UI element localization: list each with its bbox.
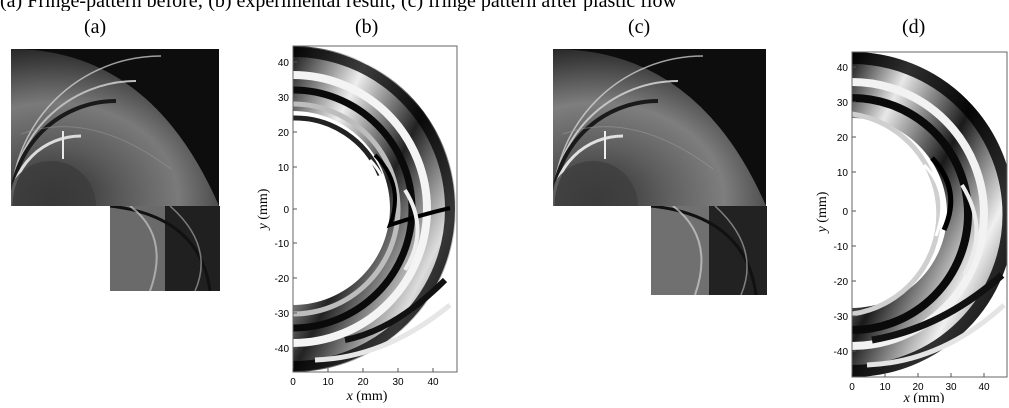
d-xlabel-unit: (mm) bbox=[910, 391, 945, 403]
panel-a-upper-image bbox=[11, 49, 219, 206]
d-ylabel: y (mm) bbox=[815, 191, 830, 234]
d-xtick-30: 30 bbox=[945, 382, 957, 393]
b-xlabel-unit: (mm) bbox=[353, 389, 388, 403]
b-ytick-10: 10 bbox=[278, 163, 290, 174]
b-ytick-m10: -10 bbox=[275, 239, 290, 250]
b-ytick-m30: -30 bbox=[275, 309, 290, 320]
d-xtick-20: 20 bbox=[912, 382, 924, 393]
panel-label-d: (d) bbox=[902, 16, 926, 38]
d-ytick-m30: -30 bbox=[834, 312, 849, 323]
panel-c-upper-graphic bbox=[553, 49, 766, 206]
d-ytick-m20: -20 bbox=[834, 277, 849, 288]
panel-c-lower-image bbox=[651, 206, 767, 295]
b-xlabel: x (mm) bbox=[346, 389, 388, 403]
b-ytick-40: 40 bbox=[278, 58, 290, 69]
panel-b-plot: 40 30 20 10 0 -10 -20 -30 -40 0 10 20 30… bbox=[255, 40, 475, 404]
d-ytick-m10: -10 bbox=[834, 242, 849, 253]
b-xtick-10: 10 bbox=[322, 377, 334, 388]
d-ytick-0: 0 bbox=[842, 207, 848, 218]
b-ylabel: y (mm) bbox=[256, 188, 271, 231]
b-xtick-40: 40 bbox=[427, 377, 439, 388]
panel-a-lower-image bbox=[110, 206, 220, 291]
d-ylabel-unit: (mm) bbox=[815, 191, 830, 226]
d-xlabel-var: x bbox=[903, 391, 911, 403]
b-ylabel-unit: (mm) bbox=[256, 188, 271, 223]
panel-a-upper-graphic bbox=[11, 49, 219, 206]
b-ytick-m20: -20 bbox=[275, 274, 290, 285]
panel-label-a: (a) bbox=[84, 16, 107, 38]
b-ylabel-var: y bbox=[256, 222, 271, 231]
panel-c-lower-graphic bbox=[651, 206, 767, 295]
panel-d-svg: 40 30 20 10 0 -10 -20 -30 -40 0 10 20 30… bbox=[815, 51, 1008, 406]
b-ytick-20: 20 bbox=[278, 128, 290, 139]
panel-d-y-ticks: 40 30 20 10 0 -10 -20 -30 -40 bbox=[834, 63, 856, 358]
d-xlabel: x (mm) bbox=[903, 391, 945, 403]
d-xtick-40: 40 bbox=[978, 382, 990, 393]
panel-d-plot: 40 30 20 10 0 -10 -20 -30 -40 0 10 20 30… bbox=[812, 40, 1009, 406]
d-ylabel-var: y bbox=[815, 225, 830, 234]
panel-c-upper-image bbox=[553, 49, 766, 206]
b-xlabel-var: x bbox=[346, 389, 354, 403]
d-ytick-40: 40 bbox=[837, 63, 849, 74]
panel-b-x-ticks: 0 10 20 30 40 bbox=[290, 368, 439, 388]
d-ytick-10: 10 bbox=[837, 168, 849, 179]
b-xtick-30: 30 bbox=[392, 377, 404, 388]
d-ytick-20: 20 bbox=[837, 133, 849, 144]
panel-b-svg: 40 30 20 10 0 -10 -20 -30 -40 0 10 20 30… bbox=[256, 45, 458, 404]
b-xtick-0: 0 bbox=[290, 377, 296, 388]
figure-caption: (a) Fringe-pattern before; (b) experimen… bbox=[0, 0, 677, 11]
d-ytick-30: 30 bbox=[837, 98, 849, 109]
b-ytick-m40: -40 bbox=[275, 344, 290, 355]
panel-a-lower-graphic bbox=[110, 206, 220, 291]
b-xtick-20: 20 bbox=[357, 377, 369, 388]
d-xtick-0: 0 bbox=[849, 382, 855, 393]
b-ytick-0: 0 bbox=[283, 205, 289, 216]
panel-b-y-ticks: 40 30 20 10 0 -10 -20 -30 -40 bbox=[275, 58, 297, 355]
panel-label-c: (c) bbox=[628, 16, 651, 38]
b-ytick-30: 30 bbox=[278, 93, 290, 104]
panel-label-b: (b) bbox=[355, 16, 379, 38]
d-xtick-10: 10 bbox=[879, 382, 891, 393]
panel-d-x-ticks: 0 10 20 30 40 bbox=[849, 373, 990, 393]
d-ytick-m40: -40 bbox=[834, 347, 849, 358]
